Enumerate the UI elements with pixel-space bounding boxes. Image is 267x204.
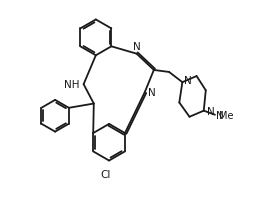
Text: Cl: Cl bbox=[101, 169, 111, 179]
Text: N: N bbox=[216, 110, 224, 120]
Text: NH: NH bbox=[64, 80, 80, 90]
Text: N: N bbox=[184, 75, 192, 85]
Text: N: N bbox=[133, 42, 140, 52]
Text: N: N bbox=[207, 106, 215, 116]
Text: N: N bbox=[148, 88, 156, 98]
Text: Me: Me bbox=[219, 110, 233, 120]
